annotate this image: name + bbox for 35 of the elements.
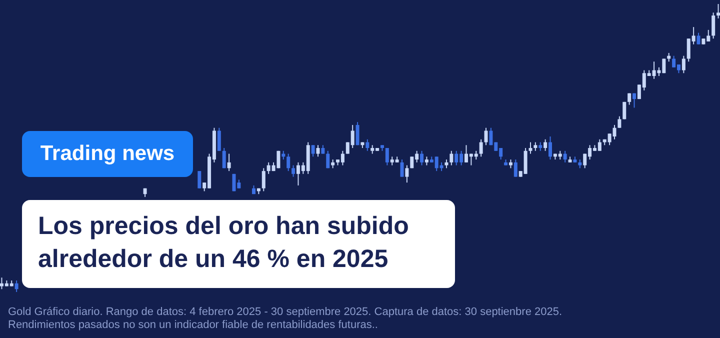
candlestick xyxy=(385,148,389,166)
candlestick xyxy=(682,55,686,74)
candlestick xyxy=(484,127,488,146)
candlestick xyxy=(544,138,548,152)
candlestick xyxy=(696,32,700,45)
candlestick xyxy=(316,144,320,158)
candlestick xyxy=(227,153,231,172)
text: Trading news xyxy=(22,131,193,177)
candlestick xyxy=(262,168,266,192)
text: Rendimientos pasados no son un indicador fiable de rentabilidades futuras.. xyxy=(8,319,379,332)
text: Los precios del oro han subido alrededor de un 46 % en 2025 xyxy=(38,211,410,275)
candlestick xyxy=(405,164,409,184)
candlestick xyxy=(292,164,296,178)
text: Gold Gráfico diario. Rango de datos: 4 febrero 2025 - 30 septiembre 2025. Captura de datos: 30 septienbre 2025. xyxy=(8,306,564,319)
candlestick xyxy=(286,153,290,172)
candlestick xyxy=(563,150,567,163)
candlestick xyxy=(217,127,221,152)
candlestick xyxy=(420,150,424,166)
candlestick xyxy=(366,138,370,152)
candlestick xyxy=(716,4,720,19)
candlestick xyxy=(14,280,18,292)
candlestick xyxy=(514,159,518,178)
candlestick xyxy=(479,138,483,158)
candlestick xyxy=(356,122,360,146)
candlestick xyxy=(528,142,532,154)
candlestick xyxy=(311,144,315,158)
candlestick xyxy=(632,92,636,108)
candlestick xyxy=(198,170,202,189)
candlestick xyxy=(712,12,716,40)
candlestick xyxy=(326,150,330,169)
candlestick xyxy=(450,150,454,166)
candlestick xyxy=(400,159,404,178)
candlestick xyxy=(618,116,622,128)
candlestick xyxy=(548,136,552,160)
candlestick xyxy=(222,148,226,169)
